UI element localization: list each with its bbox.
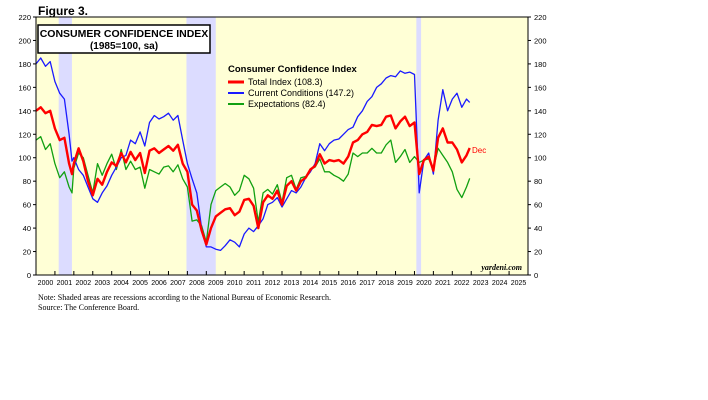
plot-border bbox=[35, 16, 529, 276]
x-tick-label: 2018 bbox=[378, 280, 394, 287]
legend-label-expectations: Expectations (82.4) bbox=[248, 99, 326, 109]
title-box: CONSUMER CONFIDENCE INDEX (1985=100, sa) bbox=[37, 24, 211, 54]
y-tick-label-left: 220 bbox=[18, 13, 31, 22]
y-tick-label-left: 0 bbox=[27, 271, 31, 280]
series-lines bbox=[35, 57, 471, 252]
x-tick-label: 2022 bbox=[454, 280, 470, 287]
x-tick-label: 2007 bbox=[170, 280, 186, 287]
y-tick-label-right: 200 bbox=[534, 36, 547, 45]
x-tick-label: 2001 bbox=[57, 280, 73, 287]
y-tick-label-left: 160 bbox=[18, 83, 31, 92]
y-tick-label-left: 60 bbox=[23, 201, 31, 210]
y-tick-label-left: 80 bbox=[23, 177, 31, 186]
legend-title: Consumer Confidence Index bbox=[228, 64, 358, 75]
x-tick-label: 2014 bbox=[303, 280, 319, 287]
x-tick-label: 2016 bbox=[340, 280, 356, 287]
x-tick-label: 2009 bbox=[208, 280, 224, 287]
recession-band-3 bbox=[416, 17, 422, 275]
y-tick-label-left: 40 bbox=[23, 224, 31, 233]
y-tick-label-right: 80 bbox=[534, 177, 542, 186]
x-tick-label: 2012 bbox=[265, 280, 281, 287]
x-tick-label: 2004 bbox=[113, 280, 129, 287]
y-tick-label-right: 100 bbox=[534, 154, 547, 163]
x-tick-label: 2010 bbox=[227, 280, 243, 287]
x-tick-label: 2015 bbox=[322, 280, 338, 287]
y-tick-label-left: 180 bbox=[18, 60, 31, 69]
x-tick-label: 2003 bbox=[94, 280, 110, 287]
legend-label-current: Current Conditions (147.2) bbox=[248, 88, 354, 98]
x-tick-label: 2020 bbox=[416, 280, 432, 287]
figure-label: Figure 3. bbox=[38, 4, 89, 18]
y-tick-label-right: 140 bbox=[534, 107, 547, 116]
y-tick-label-right: 20 bbox=[534, 248, 542, 257]
x-tick-label: 2021 bbox=[435, 280, 451, 287]
x-tick-label: 2006 bbox=[151, 280, 167, 287]
y-tick-label-left: 200 bbox=[18, 36, 31, 45]
y-tick-label-left: 100 bbox=[18, 154, 31, 163]
y-tick-label-right: 60 bbox=[534, 201, 542, 210]
chart-notes: Note: Shaded areas are recessions accord… bbox=[38, 293, 331, 313]
x-tick-label: 2011 bbox=[246, 280, 261, 287]
series-line-expectations bbox=[35, 135, 471, 243]
x-tick-label: 2023 bbox=[473, 280, 489, 287]
y-tick-label-right: 120 bbox=[534, 130, 547, 139]
x-tick-label: 2000 bbox=[38, 280, 54, 287]
x-tick-label: 2025 bbox=[511, 280, 527, 287]
x-tick-label: 2005 bbox=[132, 280, 148, 287]
note-recession: Note: Shaded areas are recessions accord… bbox=[38, 293, 331, 302]
chart-title: CONSUMER CONFIDENCE INDEX bbox=[40, 28, 209, 40]
series-line-total-index bbox=[35, 106, 471, 246]
legend-label-total: Total Index (108.3) bbox=[248, 77, 323, 87]
x-tick-label: 2017 bbox=[359, 280, 375, 287]
note-source: Source: The Conference Board. bbox=[38, 303, 140, 312]
x-tick-label: 2024 bbox=[492, 280, 508, 287]
y-tick-label-right: 0 bbox=[534, 271, 538, 280]
y-tick-label-right: 220 bbox=[534, 13, 547, 22]
y-tick-label-left: 20 bbox=[23, 248, 31, 257]
y-tick-label-left: 120 bbox=[18, 130, 31, 139]
y-tick-label-right: 180 bbox=[534, 60, 547, 69]
legend: Consumer Confidence Index Total Index (1… bbox=[228, 64, 358, 109]
y-tick-label-right: 160 bbox=[534, 83, 547, 92]
x-tick-label: 2013 bbox=[284, 280, 300, 287]
x-tick-label: 2019 bbox=[397, 280, 413, 287]
recession-band-2 bbox=[186, 17, 216, 275]
x-tick-label: 2008 bbox=[189, 280, 205, 287]
end-label-dec: Dec bbox=[472, 146, 486, 155]
watermark: yardeni.com bbox=[480, 263, 522, 272]
chart-subtitle: (1985=100, sa) bbox=[90, 41, 158, 52]
x-tick-label: 2002 bbox=[76, 280, 92, 287]
y-tick-label-right: 40 bbox=[534, 224, 542, 233]
y-tick-label-left: 140 bbox=[18, 107, 31, 116]
series-line-current-conditions bbox=[35, 57, 471, 252]
